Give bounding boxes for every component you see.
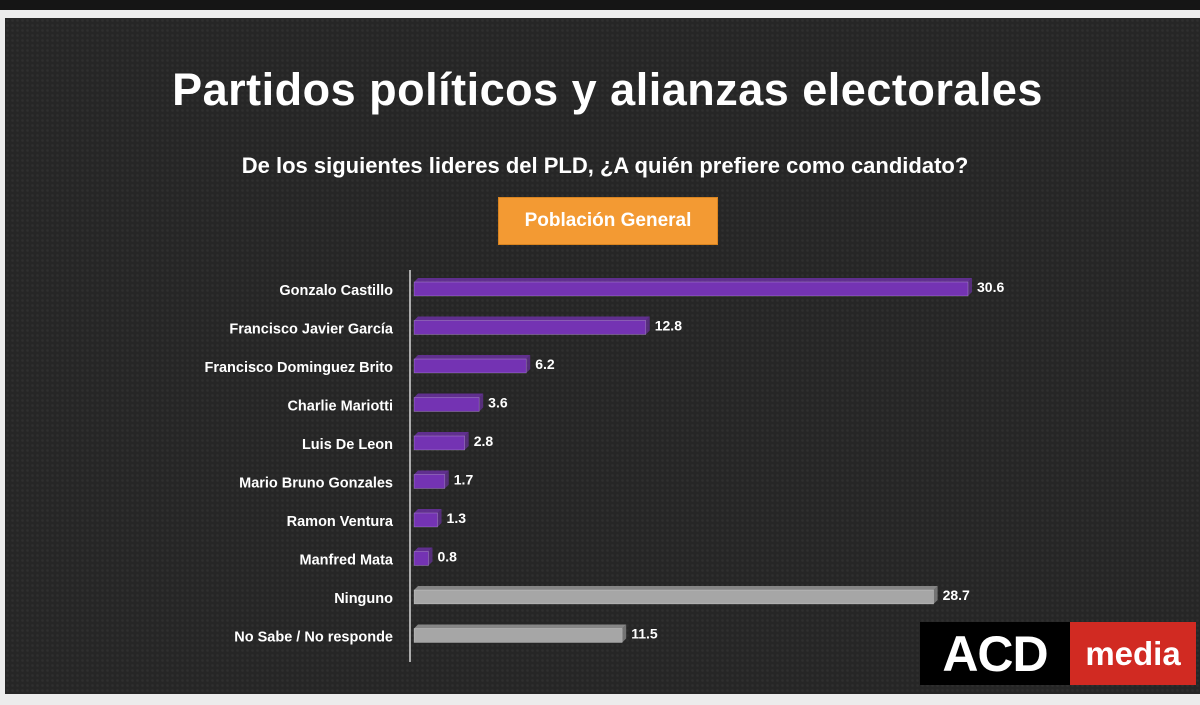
category-label: Gonzalo Castillo [279,283,393,299]
bar-side-face [622,624,627,643]
value-label: 1.3 [447,510,467,526]
bar-top-face [414,355,531,359]
bar-top-face [414,509,442,513]
category-label: Charlie Mariotti [287,399,393,415]
bar [413,358,527,374]
category-label: Francisco Dominguez Brito [204,360,393,376]
value-label: 28.7 [943,587,970,603]
category-label: Ramon Ventura [287,514,394,530]
question-subtitle: De los siguientes lideres del PLD, ¿A qu… [241,153,969,178]
bar [413,628,623,643]
bar-top-face [414,278,972,282]
value-label: 30.6 [977,279,1004,295]
category-label: Mario Bruno Gonzales [239,476,393,492]
bar [413,474,446,489]
population-badge: Población General [498,197,718,245]
category-label: Luis De Leon [302,437,393,453]
value-label: 0.8 [437,549,457,565]
value-label: 11.5 [631,626,658,642]
bar-side-face [968,278,972,296]
bar-top-face [414,393,484,398]
category-label: Manfred Mata [300,553,394,569]
bar [413,435,465,451]
value-label: 12.8 [655,318,682,334]
top-strip [0,0,1200,10]
value-label: 2.8 [474,433,494,449]
acd-media-logo: ACD media [920,622,1196,685]
bar [413,512,438,528]
bar [413,281,969,297]
bar-side-face [437,509,442,527]
bar [413,589,934,605]
bar-side-face [526,355,531,373]
slide-panel [5,18,1200,694]
bar-top-face [414,316,650,321]
category-label: Ninguno [334,591,393,607]
bar-top-face [414,624,627,629]
value-label: 3.6 [488,395,508,411]
bar-top-face [414,432,469,436]
bar-side-face [464,432,469,450]
bar-side-face [645,316,650,335]
bar-side-face [933,586,938,604]
bar [413,320,647,335]
logo-media-text: media [1070,622,1196,685]
page-title: Partidos políticos y alianzas electorale… [172,64,1043,115]
bar-top-face [414,547,433,552]
bar-top-face [414,586,938,590]
bar [413,397,480,412]
category-label: Francisco Javier García [229,322,394,338]
value-label: 1.7 [454,472,474,488]
value-label: 6.2 [535,356,555,372]
bar-side-face [444,470,449,489]
bar-top-face [414,470,449,475]
bar-side-face [479,393,484,412]
bar [413,551,429,566]
logo-acd-text: ACD [920,622,1070,685]
bar-side-face [428,547,433,566]
category-label: No Sabe / No responde [234,630,393,646]
